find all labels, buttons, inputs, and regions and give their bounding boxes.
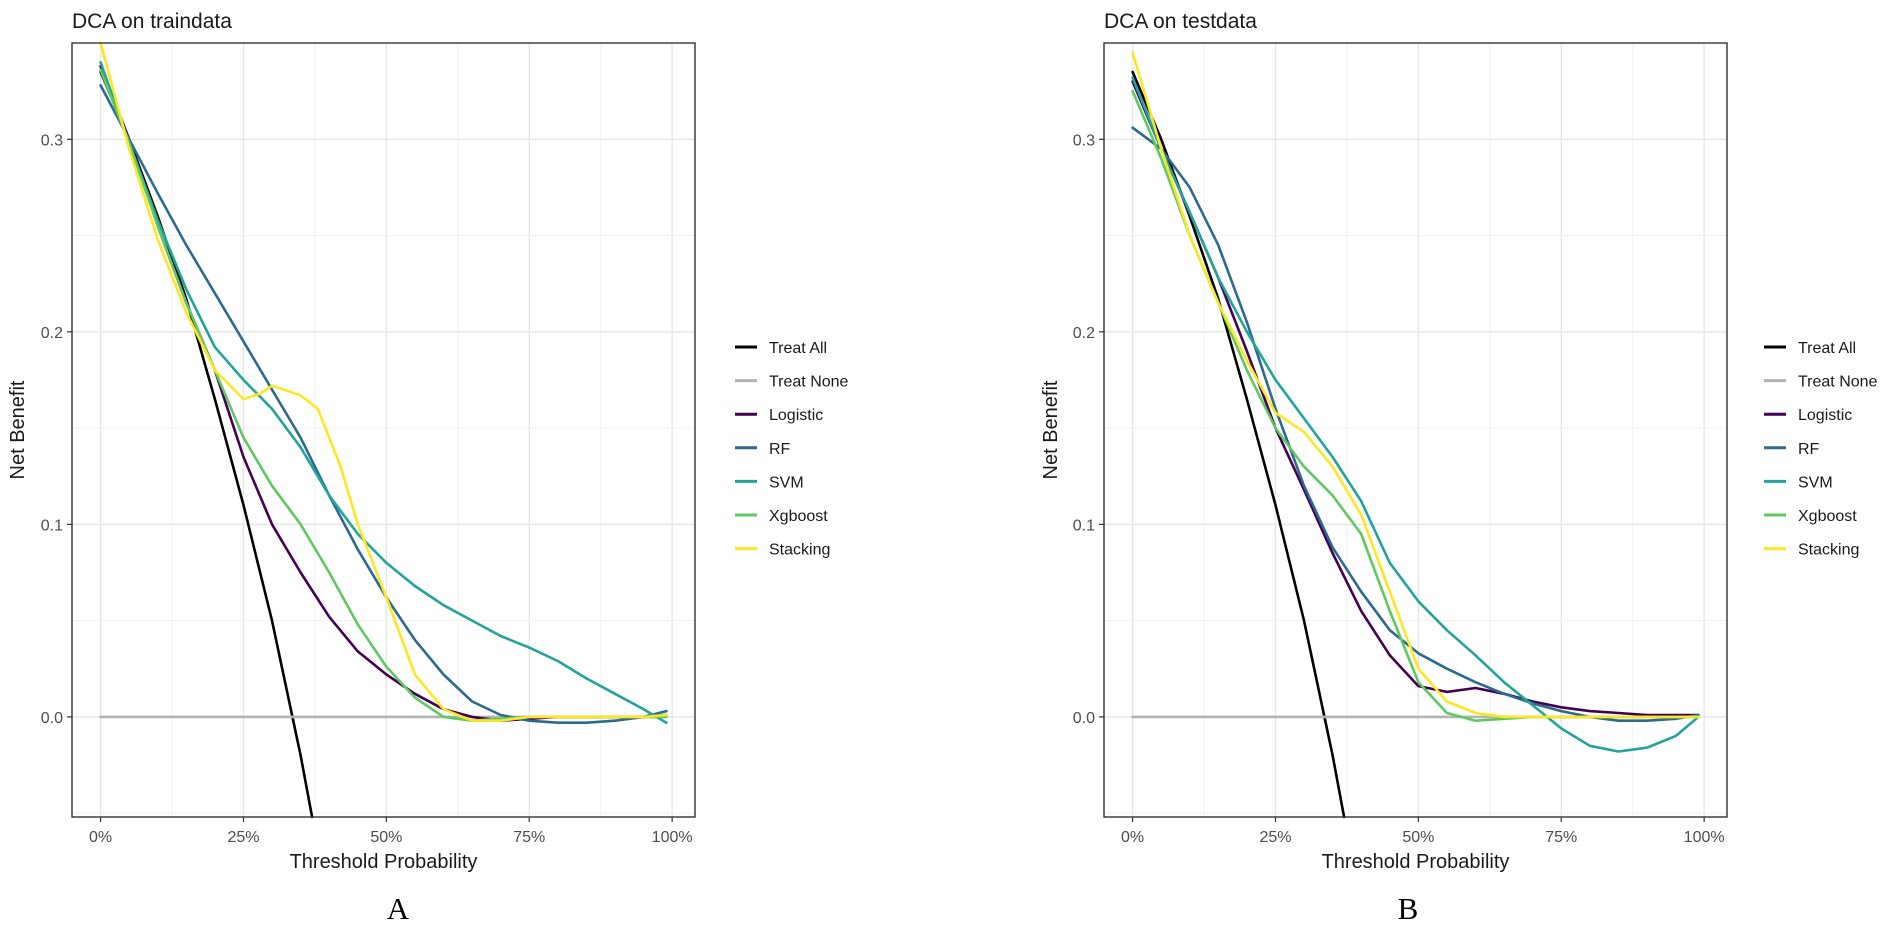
x-tick-label: 0% [1121,829,1144,846]
legend-label-svm: SVM [1798,474,1833,491]
y-tick-label: 0.1 [41,517,63,534]
axis-ticks: 0% 25% 50% 75% 100% 0.0 0.1 0.2 0.3 [1073,132,1725,846]
x-tick-label: 75% [513,829,545,846]
chart-series-lines [99,41,668,819]
legend-label-treat-all: Treat All [1798,340,1856,357]
series-line-rf [1131,126,1700,722]
series-line-svm [99,61,668,724]
legend-label-logistic: Logistic [769,407,823,424]
plot-frame [1103,42,1728,818]
y-tick-label: 0.1 [1073,517,1095,534]
series-line-logistic [99,64,668,722]
legend-label-treat-none: Treat None [1798,374,1878,391]
x-tick-label: 100% [1684,829,1725,846]
chart-traindata: 0% 25% 50% 75% 100% 0.0 0.1 0.2 0.3 DCA on train… [7,10,849,926]
x-tick-label: 25% [227,829,259,846]
x-tick-label: 100% [652,829,693,846]
x-tick-label: 50% [370,829,402,846]
x-tick-label: 75% [1545,829,1577,846]
legend-label-stacking: Stacking [1798,542,1859,559]
chart-testdata: 0% 25% 50% 75% 100% 0.0 0.1 0.2 0.3 DCA on testd… [1040,10,1878,926]
legend-label-treat-none: Treat None [769,374,849,391]
chart-series-lines [1131,51,1700,819]
series-line-rf [99,84,668,724]
legend-label-treat-all: Treat All [769,340,827,357]
series-line-stacking [1131,51,1700,719]
y-axis-label: Net Benefit [1040,380,1062,479]
chart-legend: Treat All Treat None Logistic RF SVM Xgboost S… [1764,340,1878,559]
chart-title: DCA on traindata [72,10,232,33]
y-tick-label: 0.2 [41,325,63,342]
y-tick-label: 0.3 [41,132,63,149]
chart-grid [72,43,695,817]
series-line-logistic [1131,80,1700,717]
axis-ticks: 0% 25% 50% 75% 100% 0.0 0.1 0.2 0.3 [41,132,693,846]
y-tick-label: 0.0 [1073,710,1095,727]
series-line-treat-all [99,70,314,819]
x-axis-label: Threshold Probability [290,851,478,873]
y-axis-label: Net Benefit [7,380,29,479]
y-tick-label: 0.2 [1073,325,1095,342]
series-line-xgboost [99,68,668,722]
legend-label-logistic: Logistic [1798,407,1852,424]
series-line-svm [1131,76,1700,753]
plot-frame [71,42,696,818]
legend-label-rf: RF [769,441,791,458]
series-line-treat-all [1131,70,1346,819]
x-tick-label: 25% [1259,829,1291,846]
x-tick-label: 50% [1402,829,1434,846]
x-tick-label: 0% [89,829,112,846]
series-line-stacking [99,41,668,722]
panel-label-b: B [1398,891,1419,926]
y-tick-label: 0.0 [41,710,63,727]
x-axis-label: Threshold Probability [1322,851,1510,873]
chart-legend: Treat All Treat None Logistic RF SVM Xgboost S… [735,340,849,559]
series-line-xgboost [1131,89,1700,722]
legend-label-svm: SVM [769,474,804,491]
panel-label-a: A [387,891,410,926]
legend-label-stacking: Stacking [769,542,830,559]
y-tick-label: 0.3 [1073,132,1095,149]
chart-title: DCA on testdata [1104,10,1257,33]
chart-grid [1104,43,1727,817]
legend-label-xgboost: Xgboost [1798,508,1857,525]
legend-label-xgboost: Xgboost [769,508,828,525]
legend-label-rf: RF [1798,441,1820,458]
